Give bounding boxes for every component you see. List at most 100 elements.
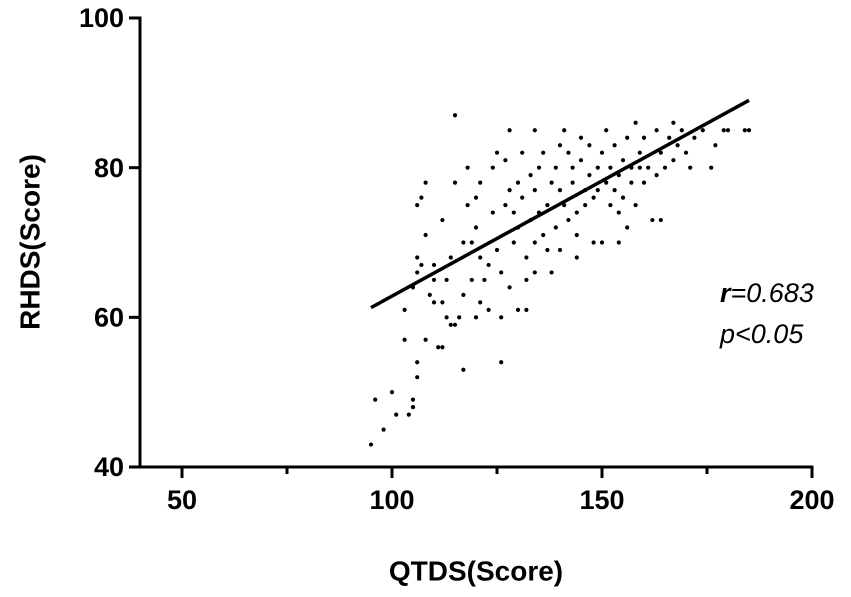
data-point — [499, 360, 504, 365]
data-point — [528, 173, 533, 178]
data-point — [448, 255, 453, 260]
data-point — [574, 255, 579, 260]
data-point — [591, 240, 596, 245]
data-point — [478, 300, 483, 305]
data-point — [402, 307, 407, 312]
data-point — [482, 277, 487, 283]
data-point — [608, 202, 613, 208]
data-point — [612, 188, 617, 193]
data-point — [444, 315, 449, 320]
r-symbol: r — [720, 278, 732, 308]
data-point — [389, 390, 395, 395]
data-point — [700, 128, 705, 133]
data-point — [675, 143, 680, 148]
data-point — [406, 412, 411, 417]
data-point — [625, 225, 630, 230]
data-point — [557, 247, 563, 253]
data-point — [402, 337, 407, 342]
data-point — [524, 307, 529, 312]
data-point — [570, 165, 575, 170]
y-axis-title: RHDS(Score) — [14, 154, 45, 330]
data-point — [633, 120, 638, 125]
data-point — [457, 315, 462, 320]
annotation-r: r=0.683 — [720, 278, 814, 308]
data-point — [692, 135, 697, 140]
data-point — [448, 322, 453, 327]
data-point — [566, 217, 571, 223]
data-point — [469, 240, 474, 245]
data-point — [478, 180, 483, 185]
data-point — [671, 158, 676, 163]
data-point — [444, 277, 449, 283]
data-point — [423, 232, 428, 238]
data-point — [511, 210, 516, 215]
y-tick-label: 100 — [79, 3, 124, 33]
data-point — [545, 247, 550, 253]
data-point — [583, 202, 588, 208]
x-tick-label: 50 — [167, 485, 197, 515]
data-point — [452, 180, 458, 185]
data-point — [415, 202, 420, 208]
data-point — [423, 180, 428, 185]
data-point — [490, 210, 495, 215]
data-point — [683, 150, 689, 155]
x-axis-title: QTDS(Score) — [389, 555, 563, 586]
data-point — [566, 150, 571, 155]
data-point — [532, 188, 537, 193]
data-point — [604, 180, 609, 185]
data-point — [532, 128, 537, 133]
data-point — [549, 180, 554, 185]
data-point — [553, 165, 558, 170]
data-point — [515, 180, 521, 185]
fit-line — [370, 98, 750, 310]
data-point — [654, 128, 659, 133]
data-point — [461, 240, 466, 245]
data-point — [511, 240, 516, 245]
data-point — [507, 188, 512, 193]
data-point — [574, 232, 579, 238]
data-point — [410, 405, 416, 410]
data-point — [608, 165, 613, 170]
annotation-p: p<0.05 — [719, 319, 804, 349]
data-point — [620, 158, 626, 163]
data-point — [616, 240, 621, 245]
data-point — [578, 158, 584, 163]
data-point — [452, 113, 458, 118]
data-point — [461, 292, 466, 297]
data-point — [478, 255, 483, 260]
data-point — [494, 150, 500, 155]
data-point — [625, 135, 630, 140]
data-point — [465, 165, 470, 170]
data-point — [524, 255, 529, 260]
data-point — [520, 150, 525, 155]
data-point — [545, 202, 550, 208]
data-point — [415, 270, 420, 275]
data-point — [415, 360, 420, 365]
data-point — [503, 202, 508, 208]
data-point — [373, 397, 378, 402]
data-point — [709, 165, 714, 170]
data-point — [368, 442, 374, 447]
data-point — [570, 180, 575, 185]
data-point — [419, 262, 424, 268]
data-point — [499, 315, 504, 320]
data-point — [431, 262, 437, 268]
data-point — [679, 128, 684, 133]
data-point — [633, 202, 638, 208]
data-point — [503, 158, 508, 163]
data-point — [473, 195, 479, 200]
data-point — [427, 292, 432, 297]
data-point — [494, 247, 500, 253]
data-point — [599, 240, 605, 245]
data-point — [595, 165, 600, 170]
data-point — [431, 277, 437, 283]
data-point — [646, 165, 651, 170]
data-point — [410, 397, 416, 402]
data-point — [612, 143, 617, 148]
data-point — [553, 225, 558, 230]
x-tick-label: 100 — [369, 485, 414, 515]
data-point — [574, 210, 579, 215]
data-point — [461, 367, 466, 372]
data-point — [532, 240, 537, 245]
